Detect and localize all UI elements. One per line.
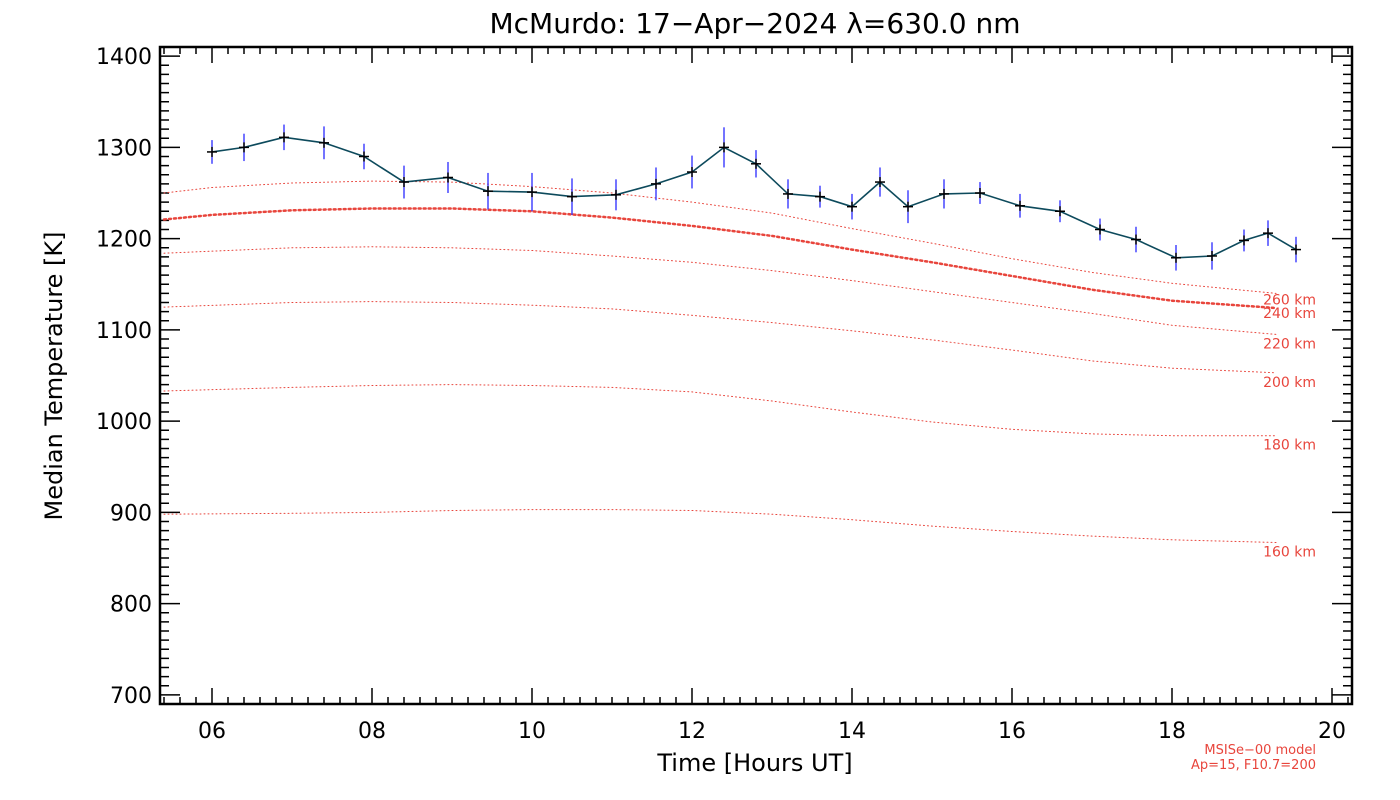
model-curve-220-km bbox=[163, 246, 1277, 335]
y-tick-label: 1300 bbox=[96, 136, 152, 161]
model-note-line1: MSISe−00 model bbox=[1204, 743, 1316, 758]
x-tick-label: 18 bbox=[1158, 719, 1186, 744]
model-curve-240-km bbox=[162, 207, 1278, 310]
model-note-line2: Ap=15, F10.7=200 bbox=[1191, 758, 1316, 773]
plot-frame bbox=[158, 45, 1354, 706]
chart-title: McMurdo: 17−Apr−2024 λ=630.0 nm bbox=[490, 7, 1021, 40]
model-curve-label: 180 km bbox=[1263, 438, 1316, 454]
model-curve-label: 260 km bbox=[1263, 292, 1316, 308]
model-curve-180-km bbox=[163, 384, 1277, 437]
model-curve-160-km bbox=[163, 509, 1277, 543]
y-tick-label: 1400 bbox=[96, 45, 152, 70]
model-curve-260-km bbox=[163, 180, 1277, 294]
x-tick-label: 12 bbox=[678, 719, 706, 744]
y-tick-label: 1000 bbox=[96, 410, 152, 435]
model-curve-200-km bbox=[163, 301, 1277, 374]
model-curve-label: 240 km bbox=[1263, 306, 1316, 322]
model-curve-label: 220 km bbox=[1263, 336, 1316, 352]
x-tick-label: 20 bbox=[1318, 719, 1346, 744]
plot-area: 06 08 10 12 14 16 18 20 700 800 900 1000 1100 1200 130… bbox=[96, 45, 1354, 744]
y-tick-label: 800 bbox=[110, 593, 152, 618]
y-tick-label: 1100 bbox=[96, 319, 152, 344]
x-tick-label: 06 bbox=[198, 719, 226, 744]
x-tick-label: 08 bbox=[358, 719, 386, 744]
model-curve-label: 160 km bbox=[1263, 544, 1316, 560]
y-tick-label: 700 bbox=[110, 684, 152, 709]
x-tick-label: 16 bbox=[998, 719, 1026, 744]
x-axis-label: Time [Hours UT] bbox=[656, 749, 852, 777]
y-tick-label: 900 bbox=[110, 501, 152, 526]
x-tick-label: 14 bbox=[838, 719, 866, 744]
model-curve-label: 200 km bbox=[1263, 375, 1316, 391]
x-tick-label: 10 bbox=[518, 719, 546, 744]
y-tick-label: 1200 bbox=[96, 228, 152, 253]
y-axis-label: Median Temperature [K] bbox=[40, 231, 68, 520]
